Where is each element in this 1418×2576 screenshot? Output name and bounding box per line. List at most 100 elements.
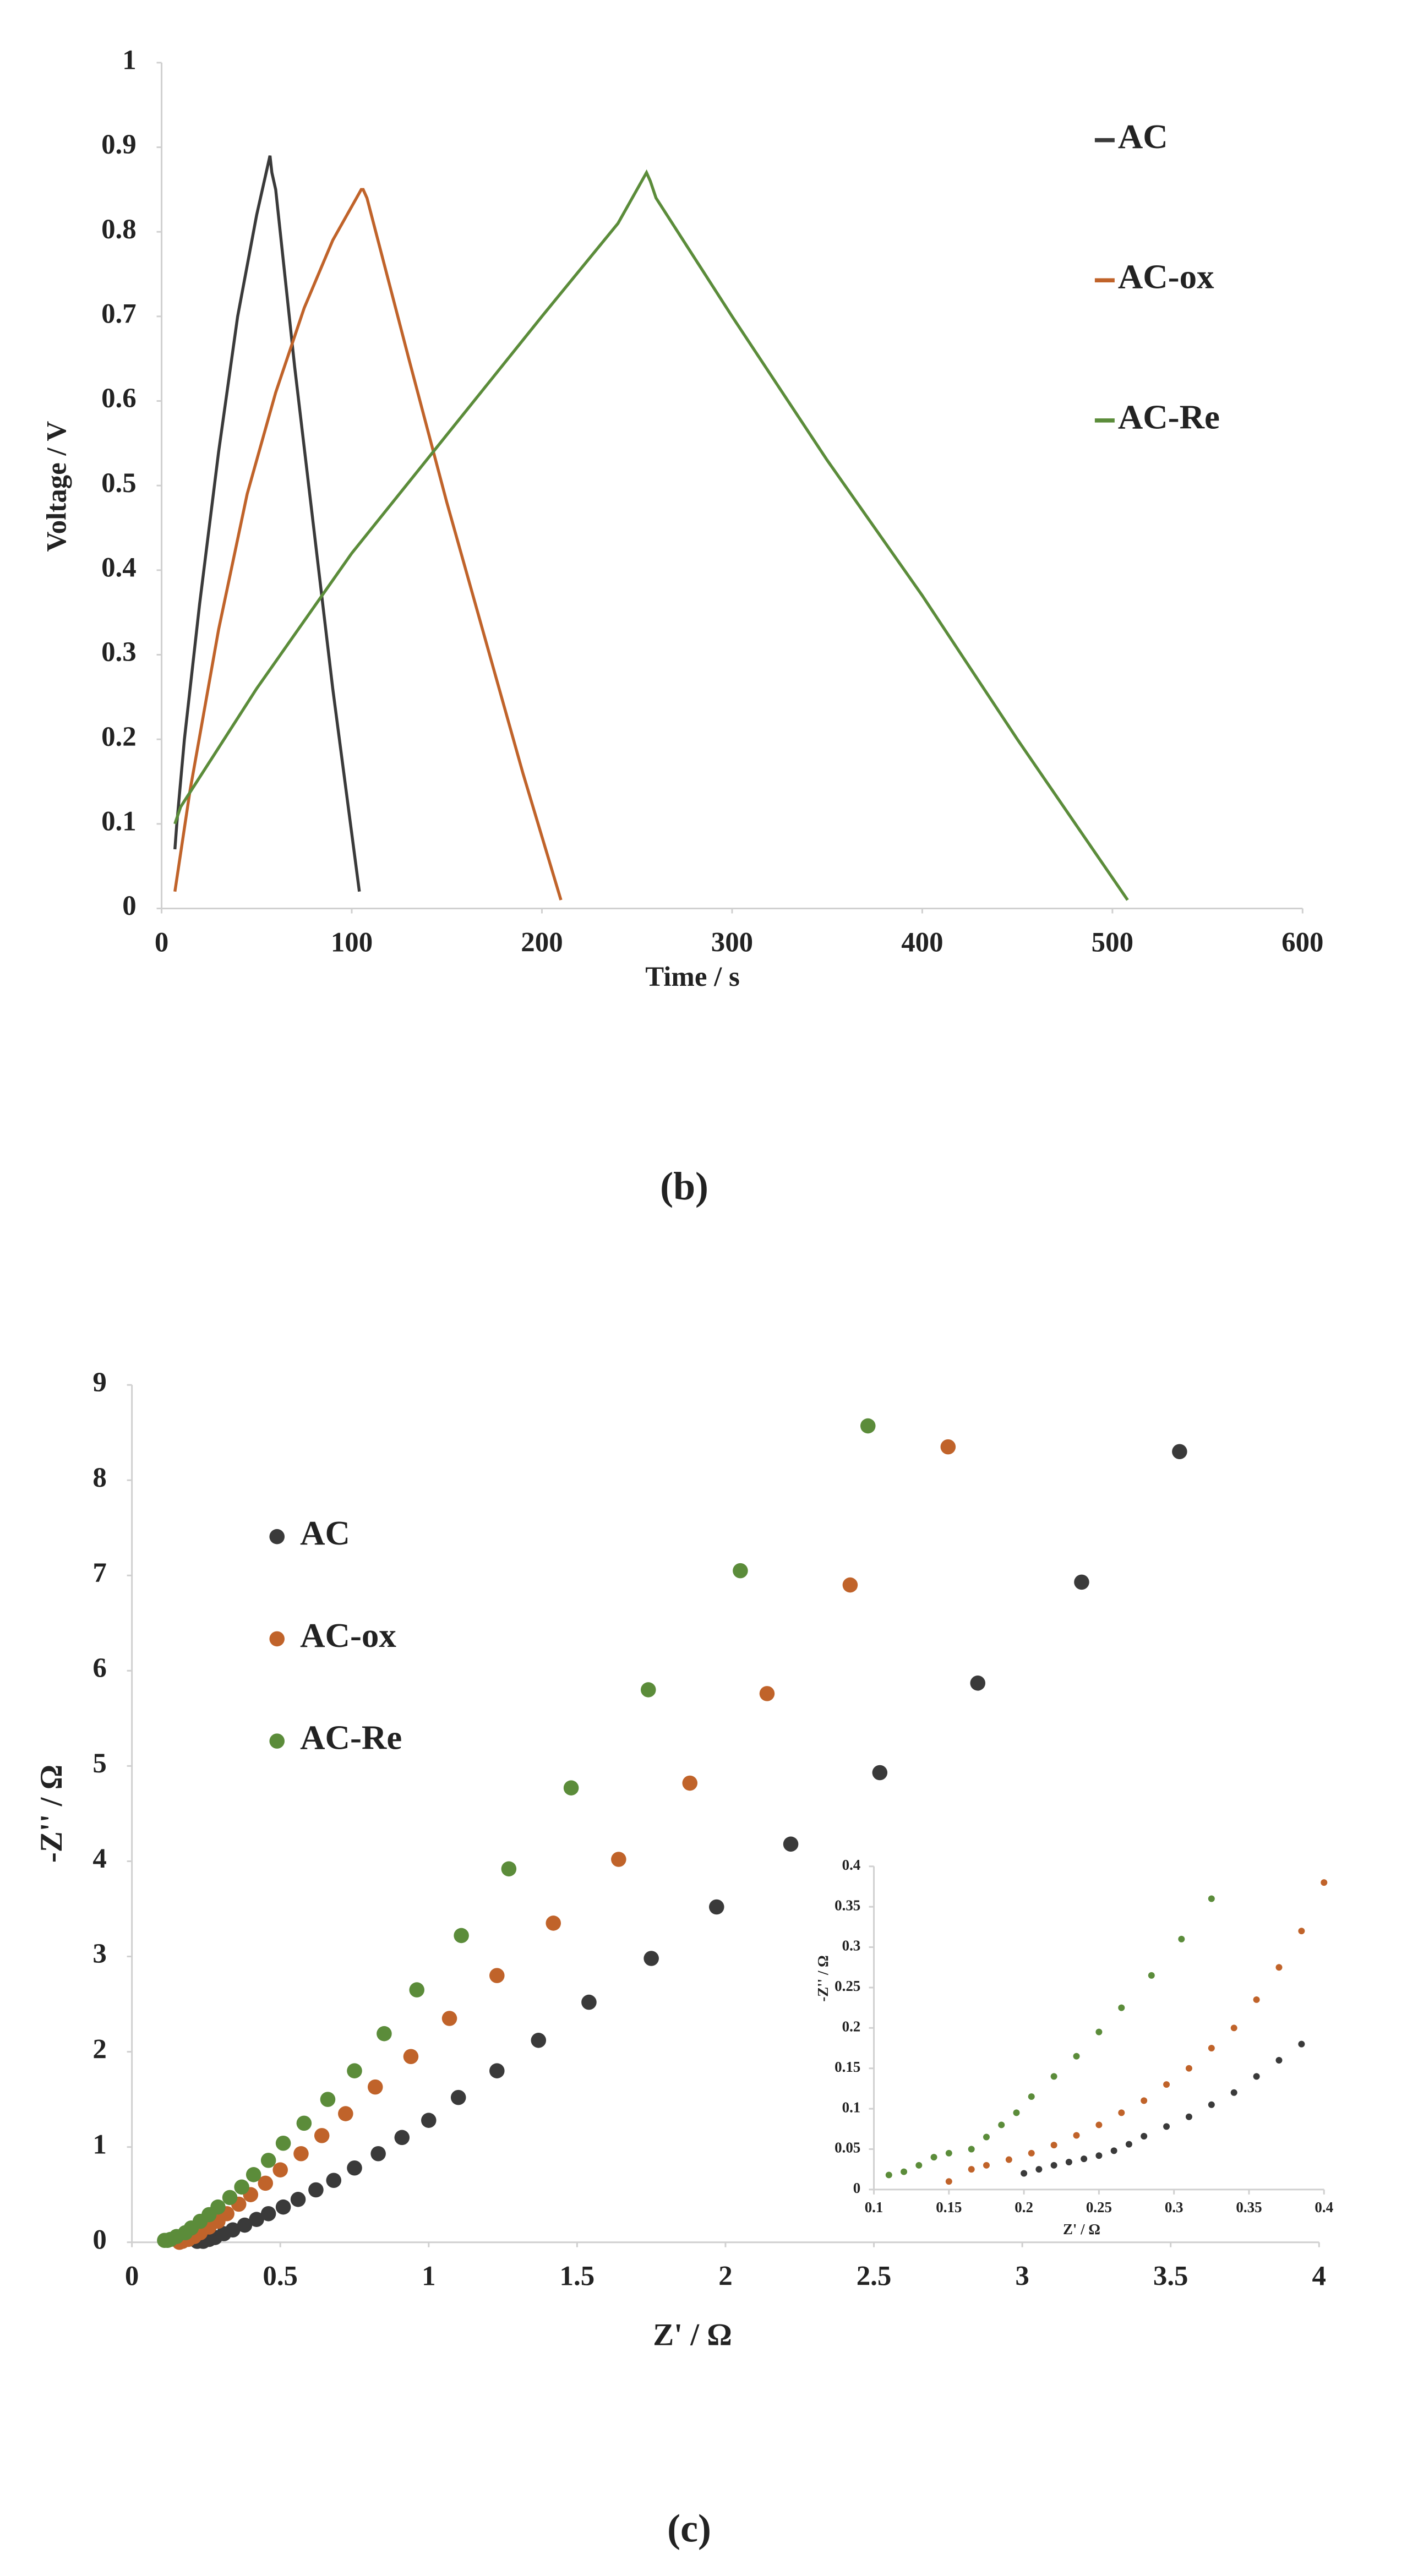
y-tick-label: 0.3 [842, 1938, 861, 1954]
y-axis-label: -Z'' / Ω [34, 1765, 69, 1863]
point [441, 2011, 457, 2026]
y-tick-label: 5 [92, 1748, 106, 1779]
point [1073, 2053, 1080, 2060]
line-series [173, 188, 563, 900]
x-tick-label: 0 [125, 2261, 139, 2292]
x-tick-label: 0.25 [1086, 2199, 1112, 2215]
x-tick-label: 500 [1092, 927, 1133, 958]
y-tick-label: 0.25 [835, 1978, 860, 1994]
x-axis-label: Z' / Ω [653, 2318, 732, 2353]
point [275, 2135, 291, 2151]
point [968, 2166, 975, 2173]
y-tick-label: 8 [92, 1462, 106, 1493]
y-tick-label: 0.4 [101, 553, 137, 583]
y-tick-label: 0.35 [835, 1897, 860, 1913]
x-tick-label: 200 [521, 927, 563, 958]
legend-label: AC-Re [300, 1718, 402, 1757]
y-tick-label: 9 [92, 1367, 106, 1398]
point [682, 1775, 698, 1791]
point [709, 1899, 724, 1915]
point [759, 1686, 775, 1701]
y-tick-label: 0.4 [842, 1857, 861, 1873]
point [450, 2089, 466, 2105]
point [338, 2106, 353, 2121]
point [296, 2115, 312, 2131]
point [1050, 2142, 1057, 2149]
y-tick-label: 1 [92, 2129, 106, 2160]
point [1172, 1444, 1187, 1460]
point [222, 2190, 238, 2206]
point [1050, 2073, 1057, 2080]
legend-label: AC [1118, 117, 1168, 156]
point [293, 2146, 309, 2162]
point [409, 1982, 425, 1998]
x-tick-label: 0.3 [1165, 2199, 1184, 2215]
point [930, 2154, 937, 2161]
point [1253, 2073, 1260, 2080]
point [1125, 2141, 1132, 2148]
point [234, 2179, 249, 2195]
point [1065, 2158, 1072, 2165]
y-tick-label: 4 [92, 1843, 106, 1874]
point [367, 2079, 383, 2095]
point [157, 2233, 172, 2248]
point [489, 2063, 505, 2078]
point [320, 2092, 336, 2107]
y-tick-label: 0 [92, 2224, 106, 2255]
legend-label: AC-Re [1118, 397, 1220, 436]
point [1118, 2004, 1125, 2011]
point [611, 1852, 626, 1867]
point [998, 2121, 1005, 2129]
x-tick-label: 600 [1281, 927, 1323, 958]
x-tick-label: 400 [901, 927, 943, 958]
legend-label: AC [300, 1514, 350, 1552]
point [1095, 2121, 1103, 2129]
y-tick-label: 0.05 [835, 2140, 860, 2156]
point [1208, 2101, 1215, 2108]
point [915, 2162, 923, 2169]
point [501, 1861, 517, 1877]
point [290, 2192, 306, 2207]
y-axis-label: Voltage / V [42, 421, 73, 552]
point [1275, 1964, 1283, 1971]
point [860, 1418, 876, 1434]
point [968, 2146, 975, 2153]
x-tick-label: 2.5 [857, 2261, 892, 2292]
y-axis-label: -Z'' / Ω [815, 1955, 831, 2001]
y-tick-label: 0.7 [101, 299, 137, 330]
point [1298, 2040, 1305, 2048]
point [1141, 2097, 1148, 2104]
point [1148, 1972, 1155, 1979]
point [1208, 1895, 1215, 1902]
point [489, 1968, 505, 1983]
x-tick-label: 1.5 [560, 2261, 595, 2292]
y-tick-label: 1 [122, 45, 136, 76]
point [260, 2206, 276, 2222]
legend-swatch [269, 1733, 285, 1749]
point [872, 1765, 888, 1781]
point [945, 2149, 952, 2157]
caption: (c) [667, 2506, 711, 2550]
x-tick-label: 0.5 [263, 2261, 298, 2292]
legend-label: AC-ox [1118, 258, 1214, 296]
point [1050, 2162, 1057, 2169]
point [1163, 2123, 1170, 2130]
point [421, 2113, 437, 2128]
y-tick-label: 6 [92, 1653, 106, 1684]
y-tick-label: 0.1 [101, 806, 137, 837]
point [643, 1951, 659, 1966]
point [1253, 1996, 1260, 2003]
x-tick-label: 3 [1015, 2261, 1029, 2292]
x-tick-label: 100 [331, 927, 373, 958]
point [1073, 2132, 1080, 2139]
point [1275, 2057, 1283, 2064]
y-tick-label: 0.2 [101, 722, 137, 752]
point [1005, 2156, 1012, 2163]
point [640, 1682, 656, 1698]
point [1230, 2089, 1237, 2096]
point [563, 1780, 579, 1795]
point [454, 1928, 469, 1944]
y-tick-label: 0 [122, 891, 136, 921]
point [1163, 2081, 1170, 2088]
